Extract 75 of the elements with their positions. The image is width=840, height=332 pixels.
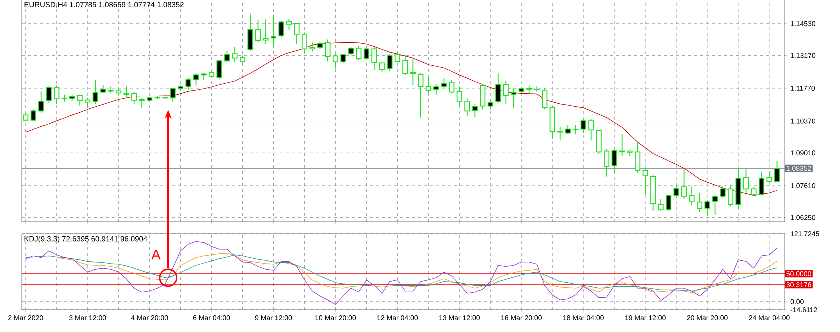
candlestick bbox=[666, 194, 672, 212]
candlestick bbox=[216, 60, 222, 80]
candlestick bbox=[496, 73, 502, 104]
candlestick bbox=[186, 78, 192, 90]
candlestick bbox=[604, 148, 610, 178]
candlestick bbox=[441, 78, 447, 89]
candlestick bbox=[410, 58, 416, 86]
candlestick bbox=[302, 32, 308, 53]
candlestick bbox=[744, 169, 750, 196]
candlestick bbox=[596, 130, 602, 156]
candlestick bbox=[170, 87, 176, 102]
candlestick bbox=[364, 47, 370, 60]
candlestick bbox=[464, 98, 470, 117]
candlestick bbox=[674, 184, 680, 199]
candlestick bbox=[758, 171, 765, 196]
candlestick bbox=[54, 85, 60, 104]
candlestick bbox=[340, 54, 346, 64]
candlestick bbox=[488, 99, 494, 110]
candlestick bbox=[387, 54, 393, 72]
candlestick bbox=[332, 54, 338, 70]
candlestick bbox=[402, 55, 408, 76]
candlestick bbox=[472, 104, 478, 118]
candlestick bbox=[704, 200, 710, 217]
candlestick bbox=[194, 73, 200, 86]
candlestick bbox=[480, 84, 486, 110]
candlestick bbox=[588, 118, 594, 142]
candlestick bbox=[232, 47, 238, 62]
candlestick bbox=[550, 106, 556, 140]
candlestick bbox=[132, 92, 138, 104]
candlestick bbox=[46, 86, 52, 104]
candlestick bbox=[766, 171, 772, 184]
candlestick bbox=[573, 124, 579, 135]
candlestick bbox=[689, 186, 695, 206]
candlestick bbox=[620, 134, 626, 157]
candlestick bbox=[224, 50, 230, 62]
candlestick bbox=[774, 160, 780, 183]
candlestick bbox=[534, 86, 540, 93]
candlestick bbox=[456, 86, 462, 107]
candlestick bbox=[511, 87, 517, 108]
candlestick bbox=[558, 126, 564, 142]
candlestick bbox=[720, 186, 726, 199]
candlestick bbox=[38, 91, 44, 114]
candlestick bbox=[294, 22, 300, 45]
candlestick bbox=[712, 194, 718, 216]
candlestick bbox=[85, 98, 91, 108]
candlestick bbox=[658, 198, 664, 212]
candlestick bbox=[542, 88, 548, 110]
candlestick bbox=[434, 84, 440, 96]
candlestick bbox=[682, 170, 688, 200]
candlestick bbox=[372, 47, 378, 71]
candlestick bbox=[270, 14, 277, 46]
candlestick bbox=[642, 169, 648, 196]
candlestick bbox=[286, 18, 292, 30]
candlestick bbox=[580, 118, 586, 134]
candlestick bbox=[697, 192, 703, 213]
candlestick bbox=[356, 46, 362, 60]
candlestick bbox=[418, 73, 424, 118]
candlestick bbox=[751, 186, 757, 197]
candlestick bbox=[278, 20, 284, 38]
candlestick bbox=[255, 20, 262, 44]
candlestick bbox=[635, 142, 641, 174]
candlestick bbox=[310, 42, 316, 52]
candlestick bbox=[263, 19, 269, 45]
candlestick bbox=[248, 13, 254, 52]
candlestick bbox=[728, 184, 734, 208]
candlestick bbox=[325, 39, 331, 62]
candlestick bbox=[124, 86, 130, 98]
candlestick bbox=[379, 62, 385, 72]
candlestick bbox=[612, 148, 618, 174]
candlestick bbox=[503, 80, 509, 106]
candlestick bbox=[92, 80, 98, 104]
candlestick bbox=[449, 80, 455, 94]
candlestick bbox=[426, 76, 432, 94]
candlestick bbox=[77, 94, 83, 107]
annotation: A bbox=[152, 250, 161, 260]
